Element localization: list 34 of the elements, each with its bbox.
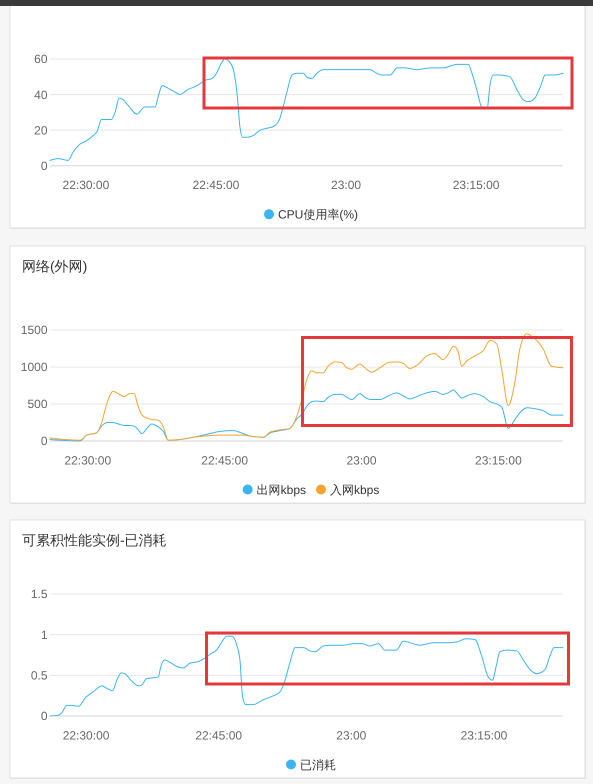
x-tick-label: 22:45:00	[201, 454, 248, 468]
line-series	[50, 389, 564, 442]
y-tick-label: 20	[34, 123, 48, 138]
chart-title: 网络(外网)	[22, 258, 88, 274]
y-tick-label: 0	[40, 709, 48, 724]
y-tick-label: 0	[40, 158, 48, 173]
chart-title: 可累积性能实例-已消耗	[22, 532, 167, 548]
y-tick-label: 1.5	[30, 587, 48, 602]
legend-label: 已消耗	[300, 758, 336, 772]
y-tick-label: 0	[40, 434, 48, 448]
y-tick-label: 500	[27, 397, 48, 412]
line-series	[50, 58, 564, 161]
x-tick-label: 22:30:00	[64, 454, 112, 468]
x-tick-label: 23:00	[331, 178, 362, 192]
x-tick-label: 23:15:00	[460, 728, 508, 742]
line-series	[50, 636, 564, 716]
legend-label: 出网kbps	[256, 482, 306, 497]
y-tick-label: 1000	[20, 360, 48, 374]
x-tick-label: 22:30:00	[62, 178, 110, 192]
y-tick-label: 1500	[20, 323, 48, 338]
y-tick-label: 1	[40, 628, 48, 642]
line-series	[50, 333, 564, 441]
x-tick-label: 23:00	[336, 728, 367, 742]
y-tick-label: 40	[34, 88, 48, 102]
legend-label: 入网kbps	[330, 482, 380, 497]
y-tick-label: 0.5	[30, 668, 48, 683]
x-tick-label: 23:15:00	[452, 178, 500, 192]
x-tick-label: 22:30:00	[62, 728, 110, 742]
y-tick-label: 60	[34, 52, 48, 66]
x-tick-label: 22:45:00	[192, 178, 240, 192]
x-tick-label: 23:00	[346, 454, 377, 468]
x-tick-label: 22:45:00	[195, 728, 242, 742]
x-tick-label: 23:15:00	[475, 454, 522, 468]
legend-label: CPU使用率(%)	[278, 208, 358, 222]
